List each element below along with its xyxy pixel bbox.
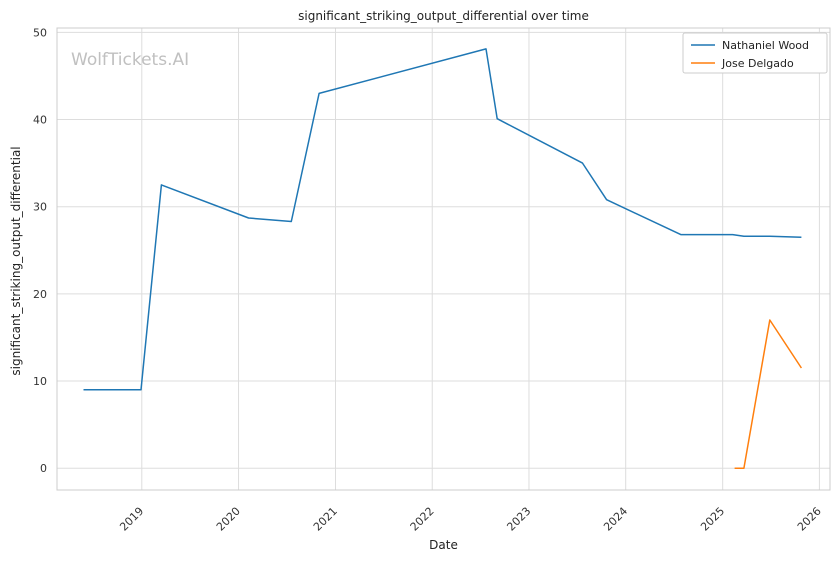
- x-tick-label: 2019: [117, 505, 146, 534]
- x-axis-label: Date: [429, 538, 458, 552]
- y-axis-label: significant_striking_output_differential: [9, 146, 23, 375]
- grid-lines: [57, 28, 830, 490]
- y-tick-label: 10: [33, 375, 47, 388]
- legend-label: Nathaniel Wood: [722, 39, 809, 52]
- legend-label: Jose Delgado: [721, 57, 794, 70]
- legend: Nathaniel Wood Jose Delgado: [682, 32, 828, 74]
- x-tick-label: 2024: [601, 505, 630, 534]
- x-axis-ticks: 2019 2020 2021 2022 2023 2024 2025 2026: [117, 505, 824, 534]
- y-tick-label: 30: [33, 201, 47, 214]
- x-tick-label: 2021: [311, 505, 340, 534]
- legend-box: [682, 32, 828, 74]
- x-tick-label: 2020: [214, 505, 243, 534]
- x-tick-label: 2026: [795, 505, 824, 534]
- series-line-1: [734, 319, 803, 469]
- y-axis-ticks: 0 10 20 30 40 50: [33, 26, 47, 475]
- x-tick-label: 2022: [408, 505, 437, 534]
- y-tick-label: 50: [33, 26, 47, 39]
- y-tick-label: 40: [33, 114, 47, 127]
- series-line-0: [83, 48, 802, 391]
- x-tick-label: 2025: [698, 505, 727, 534]
- watermark-text: WolfTickets.AI: [71, 50, 189, 70]
- plot-area: [56, 27, 831, 491]
- y-tick-label: 0: [40, 462, 47, 475]
- chart-title: significant_striking_output_differential…: [298, 9, 589, 23]
- y-tick-label: 20: [33, 288, 47, 301]
- x-tick-label: 2023: [504, 505, 533, 534]
- series-lines: [83, 48, 803, 469]
